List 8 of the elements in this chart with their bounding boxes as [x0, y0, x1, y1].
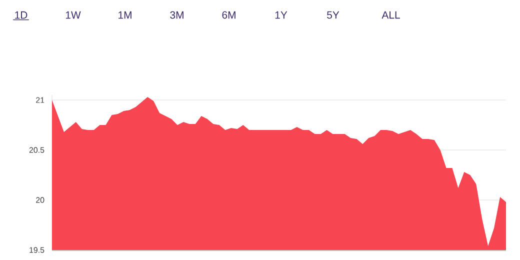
text: 1D: [15, 11, 28, 19]
text: 3M: [170, 11, 184, 19]
text: ALL: [382, 11, 400, 19]
text: 1W: [66, 11, 81, 19]
text: 6M: [222, 11, 236, 19]
text: 1Y: [275, 11, 288, 19]
text: 1M: [118, 11, 132, 19]
text: 5Y: [327, 11, 340, 19]
